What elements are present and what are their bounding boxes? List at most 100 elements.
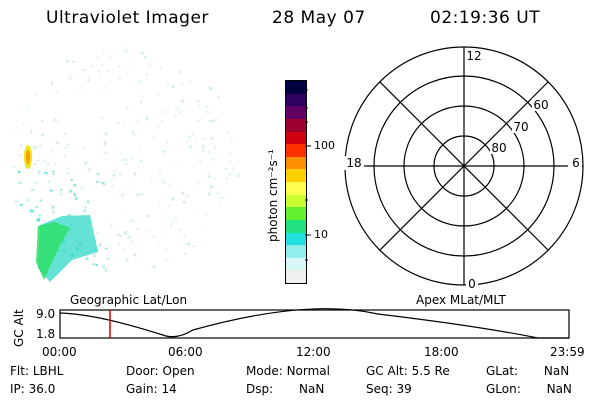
- speckle: [213, 178, 216, 180]
- x-tick-0600: 06:00: [168, 345, 203, 359]
- speckle: [64, 147, 67, 149]
- colorbar-band: [286, 169, 306, 182]
- speckle: [133, 182, 135, 185]
- speckle: [34, 163, 37, 166]
- speckle: [121, 158, 125, 161]
- speckle: [208, 86, 213, 90]
- speckle: [121, 213, 124, 215]
- speckle: [175, 217, 178, 220]
- colorbar-band: [286, 245, 306, 258]
- speckle: [187, 242, 191, 246]
- speckle: [158, 201, 160, 205]
- speckle: [217, 96, 220, 99]
- speckle: [135, 259, 138, 261]
- speckle: [206, 110, 209, 114]
- speckle: [207, 175, 211, 179]
- speckle: [30, 129, 33, 133]
- speckle: [68, 76, 72, 80]
- speckle: [55, 91, 59, 94]
- speckle: [116, 122, 120, 124]
- speckle: [96, 181, 99, 183]
- speckle: [136, 228, 140, 230]
- speckle: [73, 183, 77, 187]
- speckle: [146, 66, 150, 69]
- speckle: [27, 107, 30, 111]
- speckle: [155, 125, 160, 129]
- speckle: [204, 213, 208, 217]
- speckle: [50, 149, 53, 152]
- speckle: [198, 159, 201, 162]
- speckle: [123, 121, 125, 125]
- speckle: [112, 174, 116, 177]
- speckle: [55, 141, 60, 144]
- speckle: [41, 120, 44, 122]
- speckle: [220, 197, 224, 200]
- apex-label: Apex MLat/MLT: [416, 293, 506, 307]
- speckle: [174, 115, 177, 118]
- speckle: [183, 235, 186, 238]
- speckle: [177, 107, 180, 111]
- color-scale-bar: [285, 80, 307, 284]
- speckle: [49, 189, 53, 192]
- speckle: [86, 78, 90, 82]
- speckle: [158, 172, 162, 175]
- speckle: [201, 149, 205, 153]
- speckle: [165, 248, 167, 252]
- speckle: [139, 159, 143, 163]
- speckle: [17, 154, 20, 157]
- status-mode: Mode: Normal: [246, 364, 330, 378]
- speckle: [52, 210, 55, 214]
- speckle: [117, 233, 120, 237]
- speckle: [132, 132, 136, 136]
- speckle: [168, 184, 172, 188]
- speckle: [36, 218, 40, 222]
- status-glat: GLat: NaN: [486, 364, 570, 378]
- speckle: [33, 145, 36, 148]
- speckle: [180, 162, 183, 165]
- speckle: [84, 206, 86, 209]
- speckle: [138, 80, 143, 84]
- speckle: [100, 89, 103, 91]
- y-tick-top: 9.0: [36, 307, 56, 321]
- speckle: [134, 172, 136, 176]
- speckle: [161, 229, 164, 233]
- speckle: [236, 173, 240, 178]
- speckle: [31, 209, 35, 213]
- lat-label-80: 80: [491, 141, 506, 155]
- speckle: [105, 70, 110, 72]
- colorbar-band: [286, 156, 306, 170]
- mlt-label-0: 0: [468, 277, 476, 290]
- speckle: [228, 172, 232, 176]
- speckle: [118, 65, 121, 68]
- speckle: [38, 144, 43, 147]
- speckle: [224, 167, 228, 171]
- speckle: [203, 137, 206, 140]
- speckle: [181, 191, 185, 194]
- speckle: [135, 119, 139, 123]
- speckle: [131, 240, 134, 244]
- speckle: [67, 171, 70, 175]
- speckle: [74, 197, 78, 201]
- y-tick-bottom: 1.8: [36, 327, 56, 341]
- speckle: [40, 199, 43, 202]
- speckle: [43, 159, 46, 163]
- speckle: [191, 134, 194, 136]
- speckle: [226, 131, 229, 135]
- speckle: [102, 264, 106, 269]
- speckle: [189, 145, 193, 149]
- speckle: [147, 214, 150, 218]
- lat-label-70: 70: [513, 120, 528, 134]
- speckle: [14, 200, 19, 203]
- speckle: [161, 209, 164, 214]
- speckle: [102, 183, 106, 186]
- colorbar-unit-label: photon cm⁻²s⁻¹: [266, 149, 280, 242]
- speckle: [67, 214, 71, 217]
- speckle: [87, 200, 90, 204]
- speckle: [116, 242, 120, 245]
- speckle: [182, 201, 186, 204]
- status-ip: IP: 36.0: [10, 382, 56, 396]
- speckle: [140, 100, 142, 104]
- altitude-curve: [59, 308, 569, 339]
- speckle: [152, 136, 155, 139]
- speckle: [55, 119, 59, 123]
